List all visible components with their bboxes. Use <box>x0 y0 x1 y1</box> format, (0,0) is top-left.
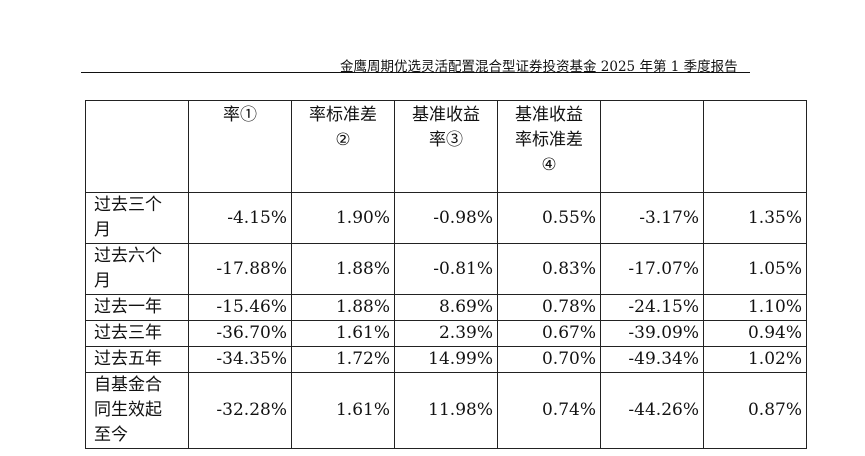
table-cell: 1.61% <box>291 372 395 449</box>
table-cell: 1.88% <box>291 243 395 295</box>
header-line: 率③ <box>429 130 463 150</box>
row-label: 自基金合 同生效起 至今 <box>85 372 189 449</box>
header-cell: 率标准差 ② <box>291 100 395 193</box>
table-cell: -0.98% <box>394 192 498 244</box>
row-label: 过去一年 <box>85 294 189 321</box>
table-cell: 8.69% <box>394 294 498 321</box>
table-cell: 1.02% <box>703 346 807 373</box>
table-cell: 2.39% <box>394 320 498 347</box>
header-cell: 基准收益率③ <box>394 100 498 193</box>
header-rule <box>81 72 750 73</box>
performance-table: 率① 率标准差 ② 基准收益 率③ 基准收益 率标准差 ④ 过去三个月 -4.15% 1… <box>85 100 807 449</box>
table-cell: -34.35% <box>188 346 292 373</box>
header-line: 率标准差 <box>515 130 583 150</box>
row-label: 过去三个月 <box>85 192 189 244</box>
table-cell: 14.99% <box>394 346 498 373</box>
row-label: 过去五年 <box>85 346 189 373</box>
table-cell: -39.09% <box>600 320 704 347</box>
row-label: 过去六个月 <box>85 243 189 295</box>
table-cell: 0.70% <box>497 346 601 373</box>
table-cell: 1.88% <box>291 294 395 321</box>
table-cell: -15.46% <box>188 294 292 321</box>
header-cell <box>703 100 807 193</box>
table-cell: -36.70% <box>188 320 292 347</box>
header-line: 基准收益 <box>412 105 480 125</box>
table-row: 过去五年 -34.35% 1.72% 14.99% 0.70% -49.34% … <box>85 346 807 373</box>
table-cell: 11.98% <box>394 372 498 449</box>
header-line: 基准收益 <box>515 105 583 125</box>
table-cell: 0.83% <box>497 243 601 295</box>
table-row: 过去一年 -15.46% 1.88% 8.69% 0.78% -24.15% 1… <box>85 294 807 321</box>
table-row: 过去三个月 -4.15% 1.90% -0.98% 0.55% -3.17% 1… <box>85 192 807 244</box>
table-cell: -0.81% <box>394 243 498 295</box>
table-cell: 0.78% <box>497 294 601 321</box>
table-cell: 1.90% <box>291 192 395 244</box>
table-cell: -24.15% <box>600 294 704 321</box>
table-cell: 0.94% <box>703 320 807 347</box>
table-cell: -17.88% <box>188 243 292 295</box>
table-cell: -4.15% <box>188 192 292 244</box>
table-cell: -49.34% <box>600 346 704 373</box>
table-header-row: 率① 率标准差 ② 基准收益 率③ 基准收益 率标准差 ④ <box>85 100 807 193</box>
header-cell <box>85 100 189 193</box>
table-cell: 0.87% <box>703 372 807 449</box>
table-cell: 1.61% <box>291 320 395 347</box>
table-cell: 1.35% <box>703 192 807 244</box>
table-cell: 1.10% <box>703 294 807 321</box>
table-cell: -17.07% <box>600 243 704 295</box>
table-row: 过去六个月 -17.88% 1.88% -0.81% 0.83% -17.07%… <box>85 243 807 295</box>
header-cell: 率① <box>188 100 292 193</box>
table-cell: 0.55% <box>497 192 601 244</box>
header-cell <box>600 100 704 193</box>
table-cell: -3.17% <box>600 192 704 244</box>
table-row: 自基金合 同生效起 至今 -32.28% 1.61% 11.98% 0.74% -4… <box>85 372 807 449</box>
header-line: 率标准差 <box>309 105 377 125</box>
row-label: 过去三年 <box>85 320 189 347</box>
table-cell: 1.72% <box>291 346 395 373</box>
table-cell: 1.05% <box>703 243 807 295</box>
table-cell: 0.67% <box>497 320 601 347</box>
table-cell: -44.26% <box>600 372 704 449</box>
table-cell: 0.74% <box>497 372 601 449</box>
header-line: ② <box>335 130 351 150</box>
header-cell: 基准收益率标准差 ④ <box>497 100 601 193</box>
table-cell: -32.28% <box>188 372 292 449</box>
report-header-title: 金鹰周期优选灵活配置混合型证券投资基金 2025 年第 1 季度报告 <box>340 59 738 75</box>
header-line: ④ <box>541 155 557 175</box>
table-row: 过去三年 -36.70% 1.61% 2.39% 0.67% -39.09% 0… <box>85 320 807 347</box>
header-line: 率① <box>223 105 257 125</box>
